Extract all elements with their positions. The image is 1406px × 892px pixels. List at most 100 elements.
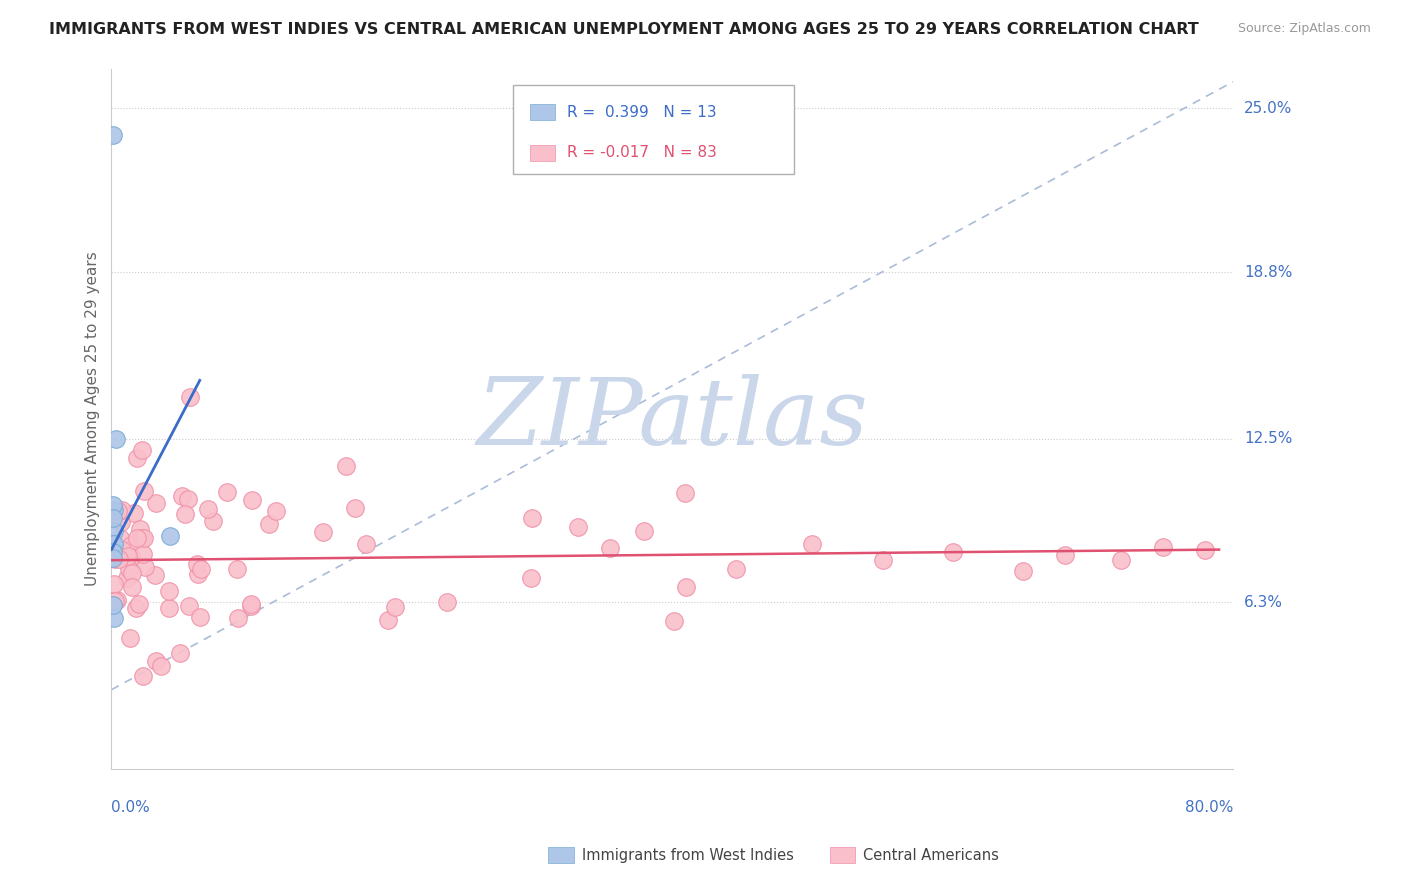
Text: R = -0.017   N = 83: R = -0.017 N = 83 <box>567 145 717 160</box>
Point <box>132 547 155 561</box>
Point <box>226 562 249 576</box>
Point <box>239 597 262 611</box>
Point <box>104 548 127 562</box>
Point <box>101 545 124 559</box>
Point <box>520 571 543 585</box>
Point <box>118 561 141 575</box>
Text: Central Americans: Central Americans <box>863 848 1000 863</box>
Point <box>1053 548 1076 562</box>
Point <box>132 669 155 683</box>
Point <box>257 516 280 531</box>
Point <box>335 459 357 474</box>
Point <box>312 524 335 539</box>
Point <box>197 502 219 516</box>
Text: Source: ZipAtlas.com: Source: ZipAtlas.com <box>1237 22 1371 36</box>
Point <box>125 531 148 545</box>
Point <box>122 506 145 520</box>
Text: 18.8%: 18.8% <box>1244 265 1292 279</box>
Point <box>202 514 225 528</box>
Point <box>103 576 125 591</box>
Point <box>120 549 142 564</box>
Text: 6.3%: 6.3% <box>1244 595 1284 610</box>
Point <box>117 549 139 563</box>
Point <box>108 532 131 546</box>
Point <box>121 580 143 594</box>
Text: ZIPatlas: ZIPatlas <box>477 374 868 464</box>
Point <box>436 594 458 608</box>
Point <box>215 485 238 500</box>
Point <box>242 492 264 507</box>
Point <box>131 531 153 545</box>
Point <box>121 566 143 580</box>
Point <box>134 560 156 574</box>
Point <box>101 128 124 142</box>
Point <box>1152 540 1174 554</box>
Point <box>105 593 128 607</box>
Point <box>111 543 134 558</box>
Point <box>675 580 697 594</box>
Point <box>188 609 211 624</box>
Point <box>145 655 167 669</box>
Point <box>110 516 132 530</box>
Text: R =  0.399   N = 13: R = 0.399 N = 13 <box>567 105 716 120</box>
Point <box>942 545 965 559</box>
Point <box>179 599 201 613</box>
Point <box>169 646 191 660</box>
Point <box>108 552 131 566</box>
Point <box>129 523 152 537</box>
Point <box>104 432 127 446</box>
Point <box>104 552 127 566</box>
Text: Immigrants from West Indies: Immigrants from West Indies <box>582 848 794 863</box>
Point <box>673 486 696 500</box>
Point <box>118 631 141 645</box>
Point <box>134 531 156 545</box>
Point <box>103 537 125 551</box>
Point <box>157 583 180 598</box>
Point <box>159 529 181 543</box>
Point <box>101 498 124 512</box>
Point <box>115 572 138 586</box>
Point <box>125 451 148 466</box>
Text: 12.5%: 12.5% <box>1244 431 1292 446</box>
Point <box>1011 564 1033 578</box>
Point <box>143 567 166 582</box>
Point <box>1194 542 1216 557</box>
Point <box>343 500 366 515</box>
Point <box>173 508 195 522</box>
Point <box>384 600 406 615</box>
Point <box>101 511 124 525</box>
Point <box>226 611 249 625</box>
Point <box>266 504 288 518</box>
Y-axis label: Unemployment Among Ages 25 to 29 years: Unemployment Among Ages 25 to 29 years <box>86 252 100 586</box>
Point <box>157 601 180 615</box>
Point <box>107 503 129 517</box>
Point <box>187 567 209 582</box>
Point <box>177 492 200 507</box>
Point <box>128 598 150 612</box>
Point <box>101 537 124 551</box>
Point <box>354 537 377 551</box>
Text: 80.0%: 80.0% <box>1185 799 1233 814</box>
Point <box>150 658 173 673</box>
Point <box>377 613 399 627</box>
Point <box>103 524 125 538</box>
Point <box>103 503 125 517</box>
Point <box>134 483 156 498</box>
Point <box>111 503 134 517</box>
Point <box>599 541 621 555</box>
Point <box>240 599 263 613</box>
Point <box>101 550 124 565</box>
Text: 0.0%: 0.0% <box>111 799 150 814</box>
Point <box>101 598 124 612</box>
Point <box>567 519 589 533</box>
Point <box>179 390 201 404</box>
Point <box>120 538 142 552</box>
Point <box>103 611 125 625</box>
Point <box>104 594 127 608</box>
Point <box>872 553 894 567</box>
Point <box>190 562 212 576</box>
Point <box>801 537 824 551</box>
Point <box>170 489 193 503</box>
Point <box>725 562 748 576</box>
Point <box>131 442 153 457</box>
